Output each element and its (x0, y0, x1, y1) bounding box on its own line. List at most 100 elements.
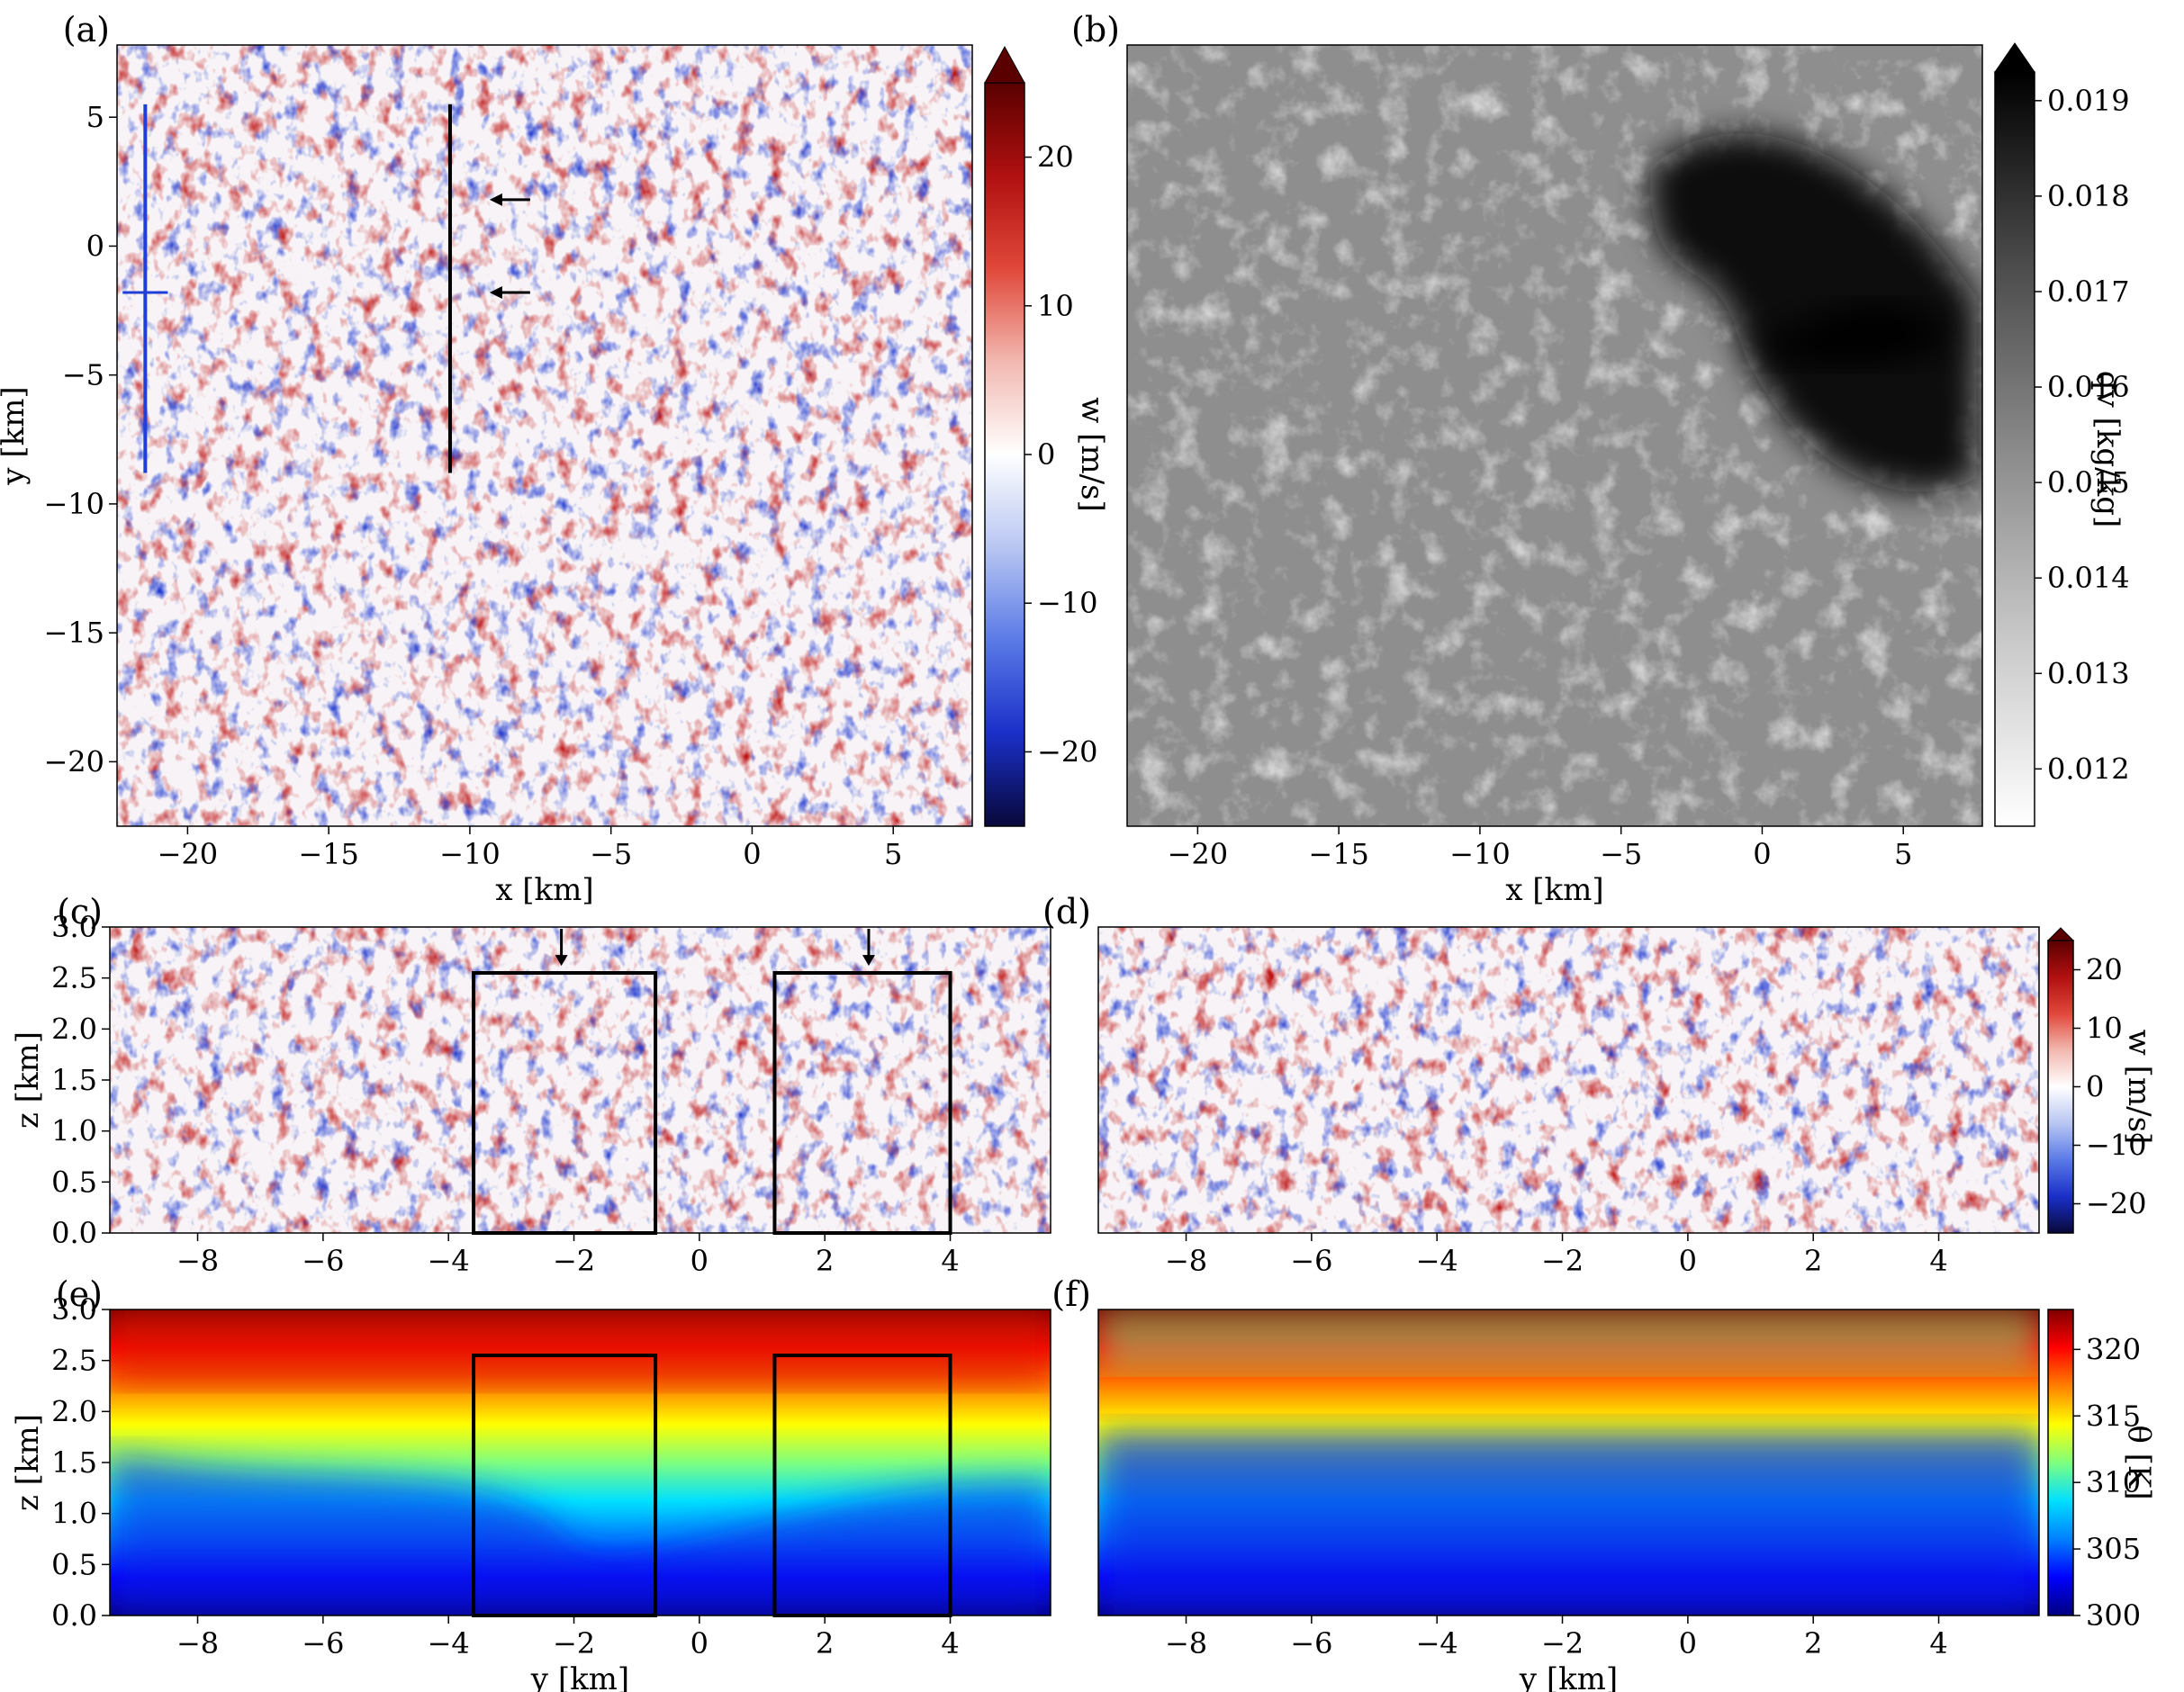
x-tick-label: −20 (1168, 837, 1229, 871)
dry-core (1747, 302, 1960, 367)
x-tick-label: −8 (176, 1626, 219, 1660)
y-tick-label: −10 (43, 487, 104, 521)
panel-c-field (110, 927, 1051, 1233)
panel-label: (a) (63, 10, 110, 50)
panel-e-field (110, 1310, 1051, 1616)
colorbar (984, 82, 1025, 827)
x-tick-label: 4 (1929, 1244, 1947, 1278)
panel-d-field (1098, 927, 2039, 1233)
cold-layer (110, 1452, 1051, 1616)
y-tick-label: 2.0 (51, 1394, 97, 1428)
panel-a-field (117, 45, 972, 826)
x-tick-label: 4 (1929, 1626, 1947, 1660)
y-tick-label: 1.5 (51, 1063, 97, 1097)
x-tick-label: −2 (1541, 1244, 1584, 1278)
panel-d-frame (1097, 926, 2040, 1234)
x-tick-label: −4 (428, 1626, 470, 1660)
x-tick-label: 0 (1679, 1626, 1697, 1660)
y-tick-label: 0.0 (51, 1598, 97, 1633)
y-tick-label: 2.5 (51, 961, 97, 995)
x-tick-label: −10 (1449, 837, 1511, 871)
y-tick-label: −5 (62, 358, 104, 392)
x-tick-label: 0 (1753, 837, 1771, 871)
colorbar-tick-label: 0.016 (2047, 370, 2130, 404)
x-tick-label: −4 (1416, 1244, 1458, 1278)
y-tick-label: 1.0 (51, 1497, 97, 1531)
colorbar-label: qv [kg/kg] (2089, 371, 2125, 528)
panel-label: (e) (56, 1274, 103, 1314)
y-tick-label: 0.5 (51, 1547, 97, 1581)
x-tick-label: 2 (1804, 1626, 1822, 1660)
y-tick-label: 1.5 (51, 1445, 97, 1480)
x-tick-label: −10 (439, 837, 501, 871)
x-tick-label: −5 (590, 837, 632, 871)
y-tick-label: 0 (86, 229, 104, 263)
x-tick-label: 0 (690, 1244, 708, 1278)
colorbar-tick-label: −20 (2086, 1187, 2147, 1221)
colorbar-tick-label: 10 (1037, 289, 1074, 323)
annotation-arrow-head (489, 193, 502, 206)
panel-f-frame (1097, 1309, 2040, 1616)
panel-b-frame (1126, 44, 1983, 827)
warm-layer (110, 1310, 1051, 1386)
highlight-box (472, 971, 658, 1235)
colorbar-tick-label: 0.013 (2047, 656, 2130, 690)
y-axis-label: z [km] (10, 1031, 46, 1129)
colorbar (2047, 940, 2074, 1234)
y-tick-label: 2.0 (51, 1012, 97, 1046)
y-tick-label: 2.5 (51, 1344, 97, 1378)
colorbar-tick-label: 20 (1037, 140, 1074, 175)
colorbar-label: θ [K] (2121, 1425, 2157, 1499)
x-tick-label: 0 (743, 837, 761, 871)
panel-label: (c) (57, 892, 103, 932)
y-tick-label: −20 (43, 744, 104, 778)
x-tick-label: −4 (428, 1244, 470, 1278)
y-axis-label: z [km] (10, 1414, 46, 1511)
panel-f-field (1098, 1310, 2039, 1616)
x-tick-label: −2 (553, 1244, 595, 1278)
highlight-box (772, 1354, 952, 1617)
y-tick-label: 3.0 (51, 910, 97, 944)
x-tick-label: −8 (176, 1244, 219, 1278)
panel-label: (f) (1051, 1274, 1091, 1314)
x-axis-label: x [km] (495, 872, 593, 908)
panel-a-frame (116, 44, 973, 827)
colorbar-tick-label: 0.012 (2047, 752, 2130, 786)
colorbar-tick-label: −20 (1037, 734, 1098, 769)
colorbar (1994, 71, 2035, 827)
x-tick-label: −20 (158, 837, 219, 871)
x-tick-label: −15 (1308, 837, 1369, 871)
colorbar-extend-arrow (1994, 42, 2035, 73)
colorbar-extend-arrow (984, 45, 1025, 84)
downdraft-texture (1098, 927, 2039, 1233)
y-tick-label: 3.0 (51, 1292, 97, 1327)
y-tick-label: 5 (86, 100, 104, 134)
x-tick-label: −2 (553, 1626, 595, 1660)
annotation-arrow-head (862, 955, 875, 967)
annotation-arrow-head (489, 286, 502, 300)
colorbar-tick-label: 0.018 (2047, 179, 2130, 213)
x-tick-label: 0 (690, 1626, 708, 1660)
x-axis-label: y [km] (530, 1661, 629, 1692)
colorbar (2047, 1309, 2074, 1616)
colorbar-tick-label: 0.015 (2047, 465, 2130, 500)
x-tick-label: −4 (1416, 1626, 1458, 1660)
x-tick-label: −8 (1165, 1626, 1207, 1660)
x-tick-label: −2 (1541, 1626, 1584, 1660)
colorbar-tick-label: 305 (2086, 1532, 2141, 1566)
x-tick-label: 5 (884, 837, 902, 871)
colorbar-tick-label: 300 (2086, 1598, 2141, 1633)
colorbar-tick-label: 315 (2086, 1399, 2141, 1433)
annotation-arrow-head (555, 955, 568, 967)
colorbar-tick-label: 0.014 (2047, 561, 2130, 595)
x-tick-label: −6 (302, 1626, 344, 1660)
colorbar-tick-label: 320 (2086, 1332, 2141, 1366)
x-tick-label: 2 (1804, 1244, 1822, 1278)
colorbar-extend-arrow (2046, 927, 2075, 941)
x-tick-label: 5 (1894, 837, 1912, 871)
x-axis-label: y [km] (1519, 1661, 1618, 1692)
x-tick-label: 4 (941, 1244, 959, 1278)
x-tick-label: −15 (298, 837, 359, 871)
x-tick-label: 2 (816, 1626, 834, 1660)
downdraft-texture (110, 927, 1051, 1233)
